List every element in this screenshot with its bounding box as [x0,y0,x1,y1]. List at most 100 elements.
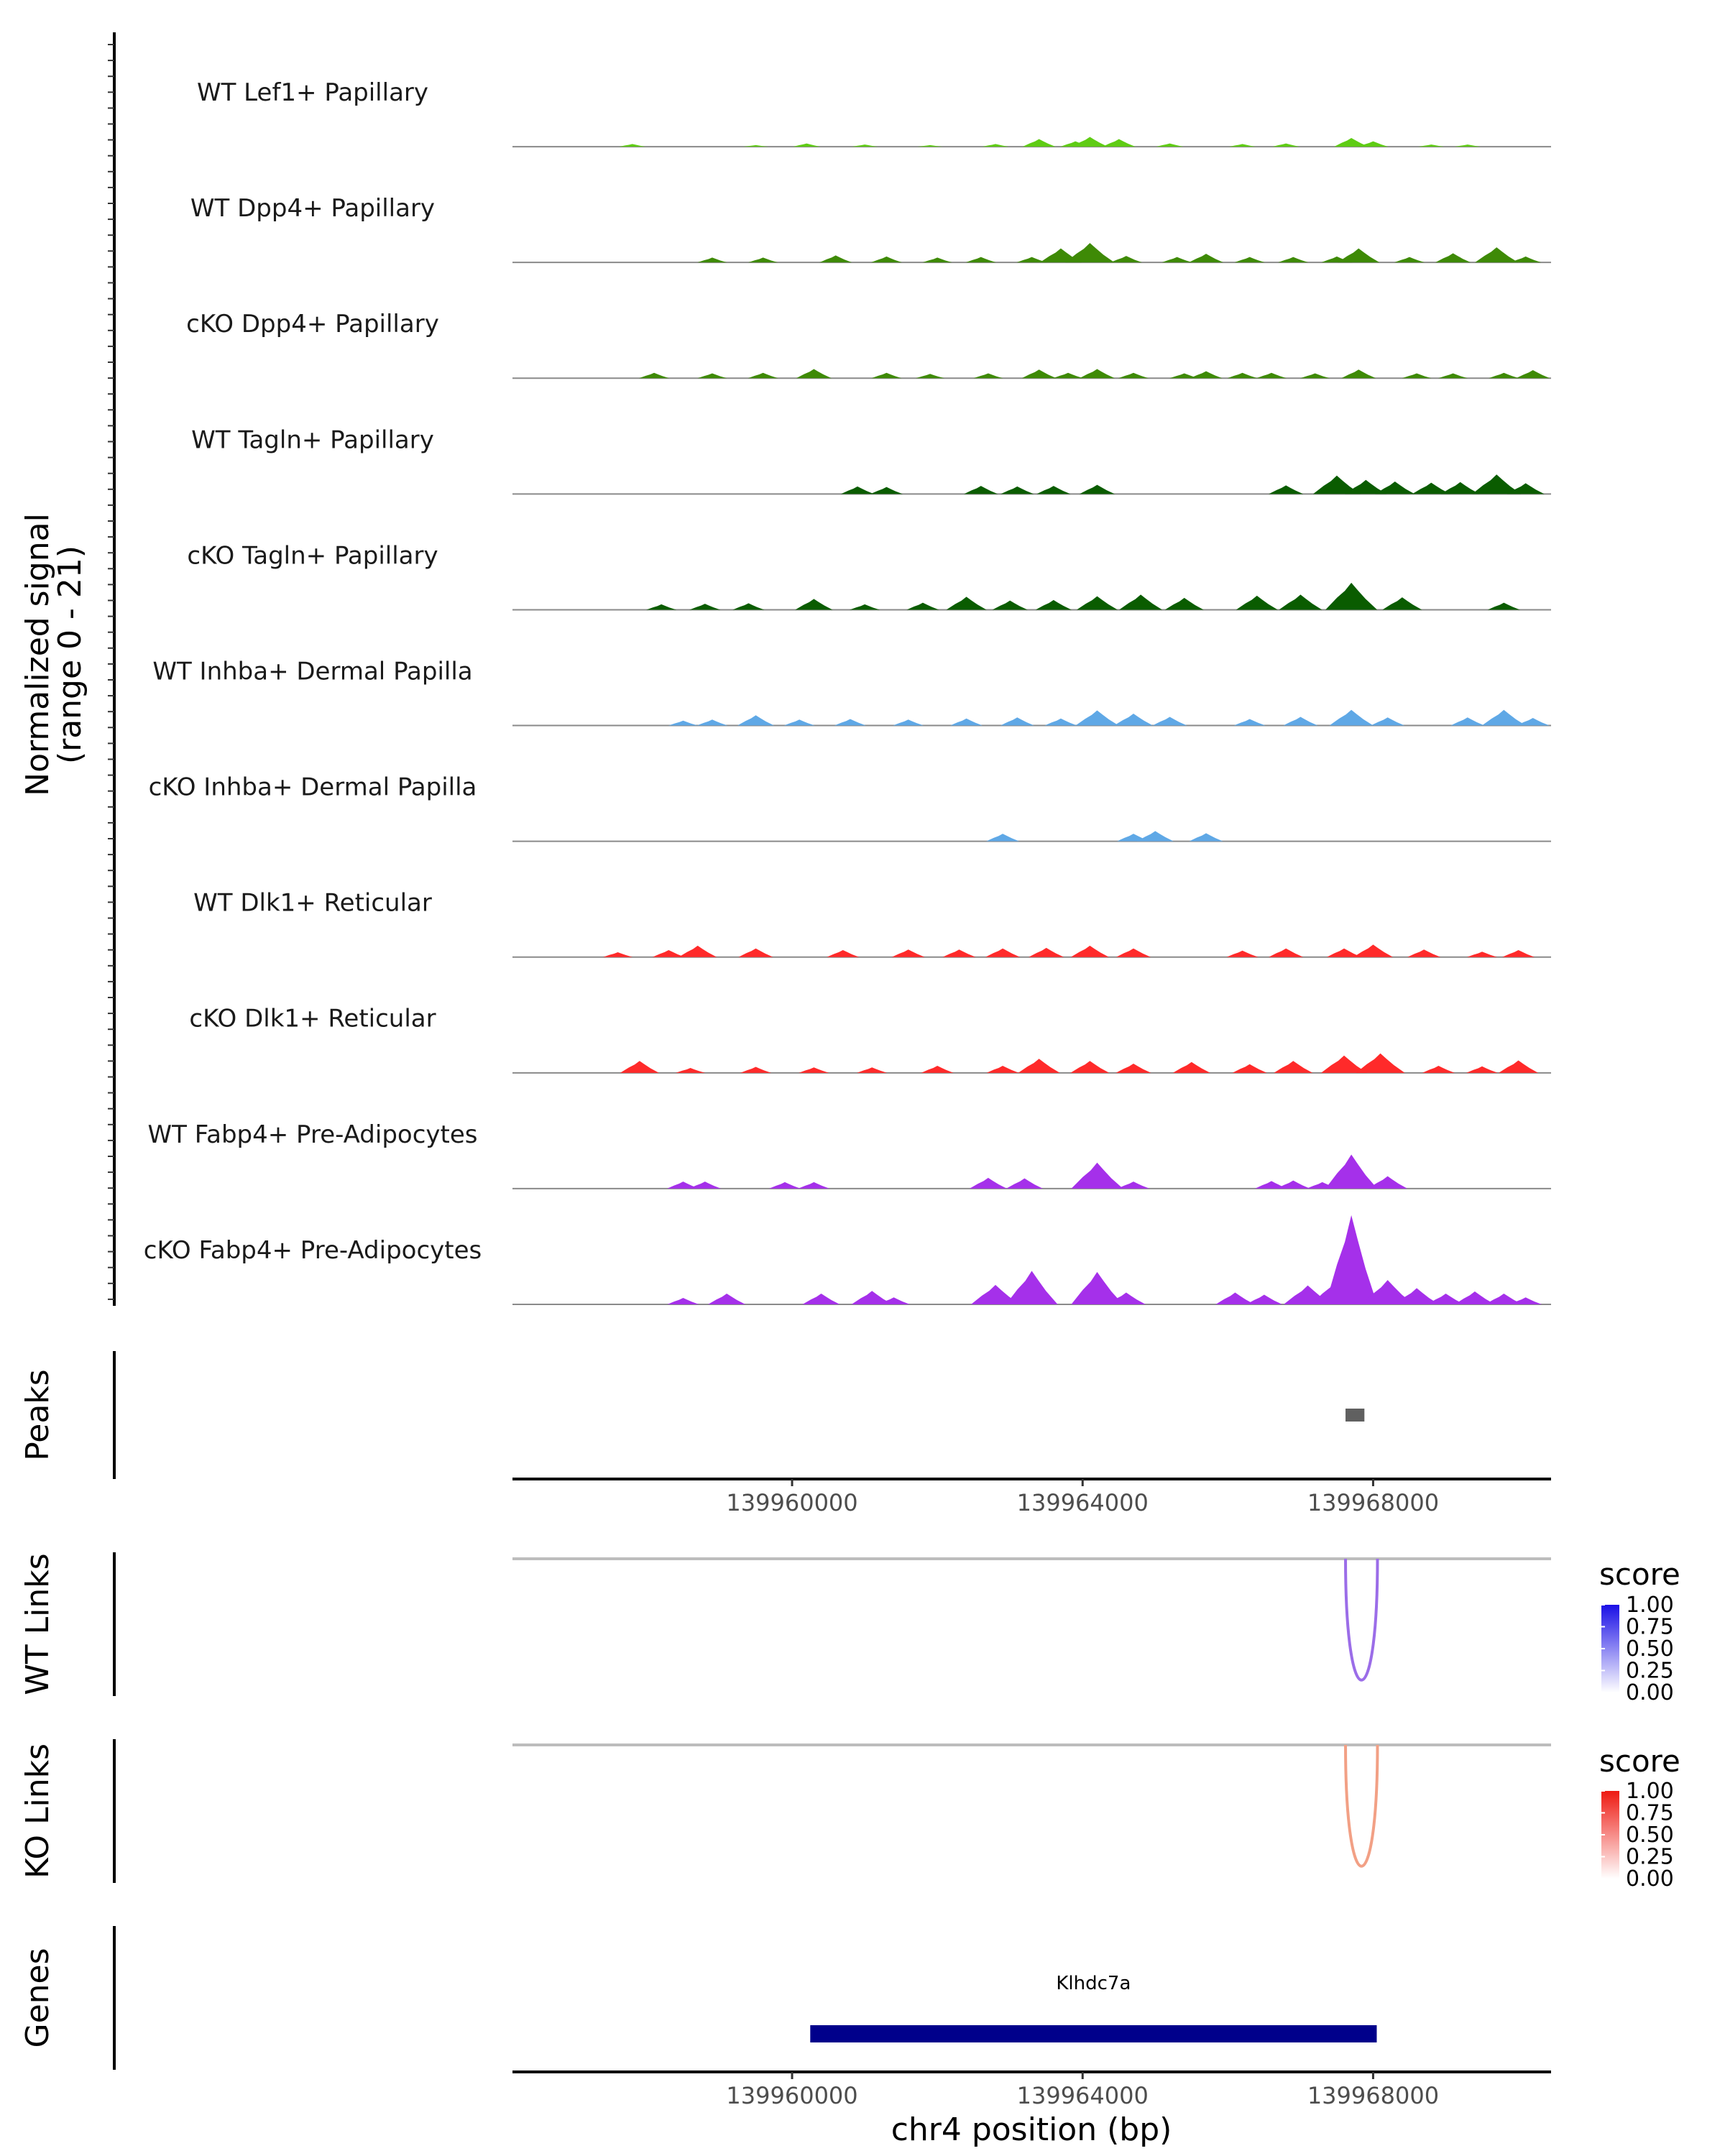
signal-peak [1229,144,1256,147]
legend-value: 0.00 [1626,1866,1674,1892]
signal-peak [921,1066,954,1073]
signal-peak [1232,1064,1267,1073]
signal-peak [1279,594,1322,610]
signal-peak [878,1297,911,1304]
coverage-tracks: WT Lef1+ Papillary WT Dpp4+ Papillary cKO … [144,78,1551,1305]
track-wt-lef1-papillary: WT Lef1+ Papillary [197,78,1551,148]
signal-peak [1169,373,1200,379]
signal-peak [1353,944,1393,957]
signal-peak [603,952,633,957]
signal-peak [1516,369,1550,379]
signal-peak [986,1066,1019,1073]
signal-peak [969,1177,1007,1189]
track-label: WT Fabp4+ Pre-Adipocytes [148,1120,478,1149]
signal-peak [1116,1064,1151,1073]
signal-peak [1110,256,1142,263]
signal-peak [1079,484,1115,494]
signal-peak [1113,713,1153,726]
signal-peak [973,373,1003,379]
ko-links-label: KO Links [19,1743,56,1879]
signal-y-ticks [108,44,114,1300]
signal-peak [799,1067,829,1073]
track-wt-dpp4-papillary: WT Dpp4+ Papillary [190,194,1551,264]
genes-track-label: Genes [19,1948,56,2047]
signal-peak [1361,1280,1414,1304]
signal-peak [652,949,685,957]
signal-peak [1189,833,1223,842]
signal-peak [743,144,769,147]
track-label: WT Tagln+ Papillary [191,425,434,454]
signal-peak [1070,1061,1110,1073]
signal-peak [1312,475,1361,494]
ko-legend-title: score [1599,1743,1680,1779]
signal-peak [1438,373,1468,379]
signal-peak [1118,372,1149,379]
signal-peak [1006,1178,1043,1189]
signal-peak [1136,831,1174,842]
signal-peak [922,257,952,263]
signal-peak [1454,1291,1495,1304]
signal-peak [1394,1288,1440,1304]
signal-peak [1440,482,1480,494]
signal-peak [1358,141,1389,147]
track-label: cKO Fabp4+ Pre-Adipocytes [144,1236,482,1265]
signal-peak [1035,599,1072,610]
signal-peak [982,144,1009,147]
signal-peak [697,373,727,379]
signal-peak [834,719,866,726]
legend-value: 0.50 [1626,1636,1674,1662]
signal-peak [1382,597,1422,610]
signal-peak [1321,1055,1368,1073]
signal-peak [1371,717,1405,726]
signal-peak [1489,372,1519,379]
signal-peak [1075,710,1119,726]
signal-peak [793,143,821,147]
signal-peak [1356,1053,1405,1073]
signal-peak [1276,1180,1310,1189]
signal-peak [1071,1271,1123,1304]
signal-peak [1190,371,1223,379]
signal-peak [851,1291,893,1304]
link-arc [1344,1744,1379,1868]
signal-peak [1000,486,1034,494]
signal-peak [1079,369,1115,379]
signal-peak [1021,369,1057,379]
signal-peak [1006,1271,1058,1304]
signal-peak [871,372,902,379]
ko-score-legend: score 1.000.750.500.250.00 [1599,1743,1680,1892]
signal-peak [1427,1293,1465,1304]
link-arc [1344,1558,1379,1682]
legend-value: 1.00 [1626,1779,1674,1804]
signal-peak [1269,485,1304,494]
signal-peak [1162,257,1192,263]
signal-peak [946,596,987,610]
signal-peak [1502,949,1535,957]
peak-region [1346,1409,1365,1422]
ko-legend-values: 1.000.750.500.250.00 [1601,1779,1674,1892]
signal-peak [1172,1061,1210,1073]
legend-value: 0.25 [1626,1659,1674,1684]
signal-peak [1454,144,1481,147]
gene-name: Klhdc7a [1056,1973,1131,1994]
signal-peak [1234,257,1265,263]
signal-peak [1018,1059,1060,1073]
signal-peak [1072,137,1108,147]
signal-peak [1278,257,1309,263]
signal-peak [689,1181,722,1189]
signal-peak [678,945,717,957]
signal-peak [992,600,1028,610]
signal-peak [1394,257,1425,263]
signal-peak [1368,1176,1408,1189]
signal-peak [802,1293,840,1304]
track-label: cKO Dlk1+ Reticular [189,1005,436,1033]
signal-peak [740,1067,772,1073]
signal-peak [917,144,943,147]
track-cko-dpp4-papillary: cKO Dpp4+ Papillary [186,310,1551,379]
x-tick-label: 139964000 [1017,2082,1149,2109]
signal-peak [1272,143,1300,147]
track-cko-fabp4-pre-adipocytes: cKO Fabp4+ Pre-Adipocytes [144,1215,1551,1305]
signal-peak [916,374,945,379]
signal-peak [870,256,902,263]
signal-peak [1506,483,1545,494]
